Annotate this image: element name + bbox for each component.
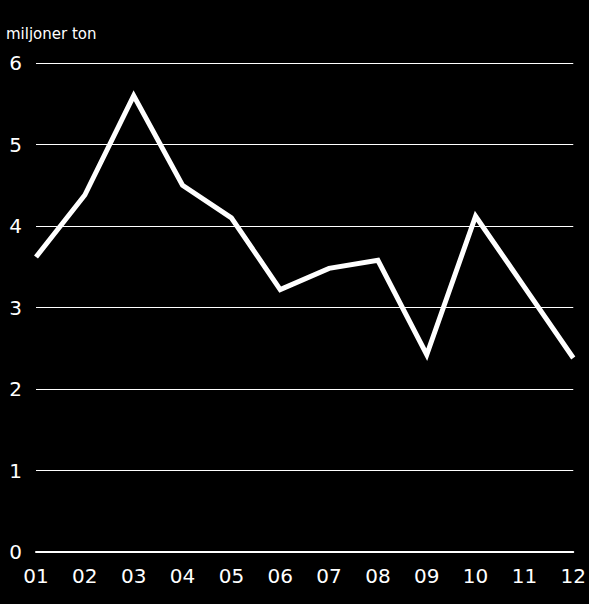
svg-text:08: 08 — [365, 564, 390, 588]
svg-text:6: 6 — [9, 51, 22, 75]
svg-text:12: 12 — [561, 564, 586, 588]
svg-text:10: 10 — [463, 564, 488, 588]
svg-text:09: 09 — [414, 564, 439, 588]
svg-text:4: 4 — [9, 214, 22, 238]
svg-text:1: 1 — [9, 459, 22, 483]
svg-text:01: 01 — [23, 564, 48, 588]
svg-text:5: 5 — [9, 133, 22, 157]
svg-text:miljoner ton: miljoner ton — [6, 25, 97, 43]
svg-text:04: 04 — [170, 564, 195, 588]
svg-text:03: 03 — [121, 564, 146, 588]
svg-text:02: 02 — [72, 564, 97, 588]
svg-text:05: 05 — [219, 564, 244, 588]
svg-text:06: 06 — [267, 564, 292, 588]
svg-text:11: 11 — [512, 564, 537, 588]
svg-text:0: 0 — [9, 540, 22, 564]
svg-text:3: 3 — [9, 296, 22, 320]
svg-text:2: 2 — [9, 377, 22, 401]
svg-text:07: 07 — [316, 564, 341, 588]
